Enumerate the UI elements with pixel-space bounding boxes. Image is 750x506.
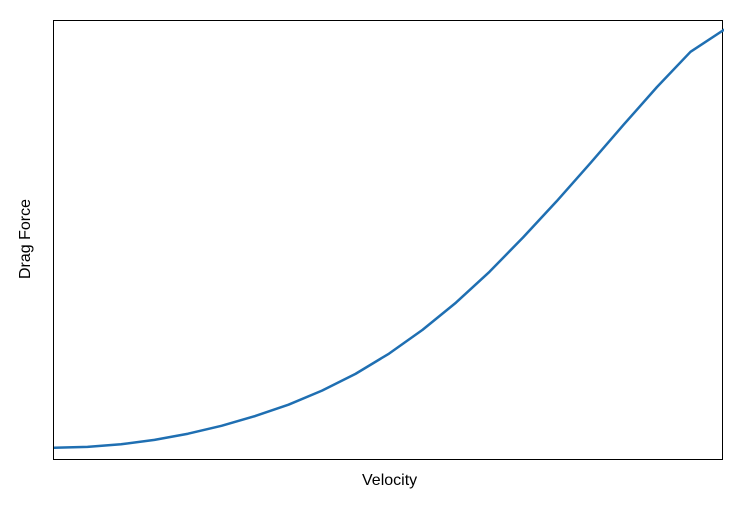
y-axis-label: Drag Force [17, 199, 35, 279]
plot-area [53, 20, 723, 460]
drag-curve [54, 21, 724, 461]
x-axis-label: Velocity [362, 472, 417, 490]
chart-container: Drag Force Velocity [0, 0, 750, 506]
